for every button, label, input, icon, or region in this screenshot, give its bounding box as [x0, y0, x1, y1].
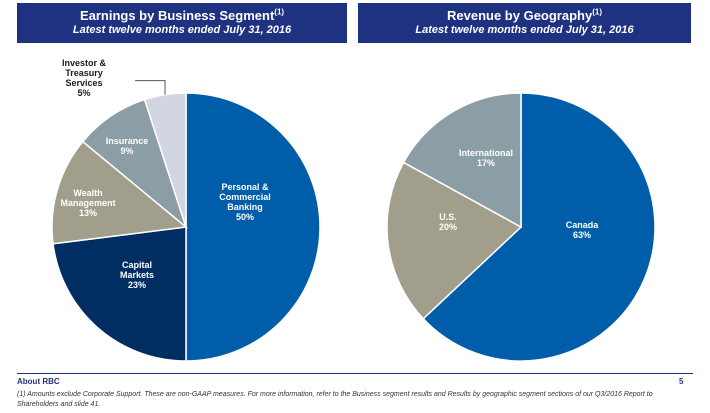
earnings-slice-label-3: Insurance 9% [106, 136, 149, 156]
revenue-chart-subtitle: Latest twelve months ended July 31, 2016 [415, 24, 634, 36]
revenue-chart-title: Revenue by Geography [447, 8, 593, 23]
revenue-slice-2 [402, 92, 522, 229]
footer-rule [17, 373, 693, 374]
earnings-slice-4 [143, 92, 187, 228]
earnings-slice-label-0: Personal & Commercial Banking 50% [219, 182, 271, 222]
earnings-slice-1 [52, 226, 187, 362]
revenue-slice-0 [422, 92, 656, 362]
earnings-slice-0 [185, 92, 321, 362]
page-number: 5 [679, 377, 684, 386]
footnote: (1) Amounts exclude Corporate Support. T… [17, 391, 653, 408]
pie-charts: Personal & Commercial Banking 50% Capital Mar… [51, 58, 656, 362]
revenue-slice-label-2: International 17% [459, 148, 513, 168]
earnings-chart-subtitle: Latest twelve months ended July 31, 2016 [72, 24, 292, 36]
earnings-slice-label-1: Capital Markets 23% [120, 260, 154, 290]
revenue-slice-label-0: Canada 63% [566, 220, 600, 240]
revenue-title-note: (1) [592, 7, 602, 17]
revenue-slice-1 [386, 161, 523, 320]
earnings-slice-2 [51, 140, 188, 245]
earnings-chart-header: Earnings by Business Segment(1) Latest t… [17, 3, 347, 43]
earnings-chart-title: Earnings by Business Segment [79, 8, 275, 23]
earnings-slice-label-2: Wealth Management 13% [60, 188, 115, 218]
revenue-chart-header: Revenue by Geography(1) Latest twelve mo… [358, 3, 691, 43]
earnings-title-note: (1) [274, 7, 285, 17]
earnings-slice-label-4: Investor & Treasury Services 5% [62, 58, 107, 98]
earnings-leader-line [135, 80, 166, 95]
footer-about-label: About RBC [17, 377, 60, 386]
revenue-slice-label-1: U.S. 20% [439, 212, 457, 232]
